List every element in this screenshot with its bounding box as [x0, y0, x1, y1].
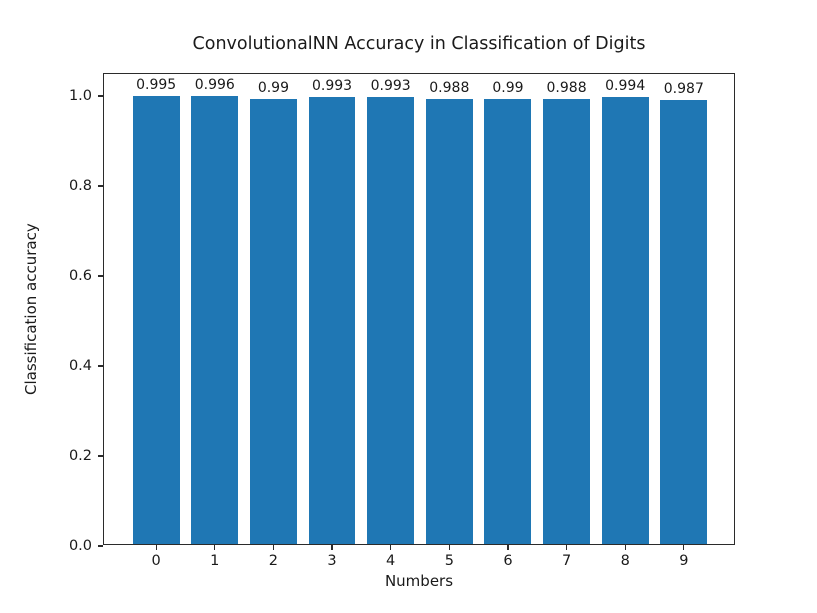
x-tick-label: 6 [503, 553, 513, 569]
y-tick-mark [98, 455, 103, 457]
y-axis-label: Classification accuracy [22, 223, 40, 395]
y-tick-mark [98, 185, 103, 187]
bar-value-label: 0.993 [312, 78, 353, 95]
bar [308, 97, 356, 544]
x-tick-mark [214, 545, 216, 550]
x-tick-label: 9 [679, 553, 689, 569]
bar-value-label: 0.987 [663, 80, 704, 97]
bar [660, 99, 708, 544]
y-tick-label: 0.8 [68, 178, 92, 195]
bar [543, 99, 590, 544]
x-tick-label: 8 [620, 553, 630, 569]
x-tick-label: 2 [268, 553, 279, 569]
bar-value-label: 0.988 [546, 80, 587, 97]
x-tick-label: 7 [561, 553, 572, 569]
x-tick-mark [331, 545, 333, 550]
bar [425, 99, 473, 544]
y-tick-mark [98, 275, 103, 277]
y-tick-label: 1.0 [68, 88, 92, 105]
x-tick-mark [565, 545, 568, 550]
x-tick-mark [683, 545, 685, 550]
x-tick-mark [624, 545, 626, 550]
bar-value-label: 0.99 [492, 79, 524, 96]
bar [191, 95, 239, 544]
x-tick-label: 0 [151, 553, 161, 569]
bar-value-label: 0.996 [194, 76, 235, 93]
bar-value-label: 0.988 [429, 80, 470, 97]
bar [367, 97, 415, 544]
y-tick-mark [98, 545, 103, 547]
x-tick-mark [272, 545, 275, 550]
x-tick-mark [155, 545, 157, 550]
bar [249, 98, 297, 544]
chart-title: ConvolutionalNN Accuracy in Classificati… [192, 34, 646, 54]
x-tick-label: 4 [386, 553, 396, 569]
y-tick-label: 0.4 [68, 358, 92, 375]
x-tick-label: 3 [327, 553, 337, 569]
x-tick-mark [448, 545, 450, 550]
bar-value-label: 0.995 [136, 77, 177, 94]
x-tick-label: 1 [210, 553, 220, 569]
bar [484, 98, 532, 544]
bar [132, 96, 180, 544]
bar-value-label: 0.993 [370, 78, 411, 95]
bar-value-label: 0.99 [257, 79, 289, 96]
y-tick-mark [98, 365, 103, 367]
x-tick-mark [507, 545, 509, 550]
y-tick-label: 0.0 [68, 538, 92, 554]
x-axis-label: Numbers [384, 572, 454, 590]
y-tick-label: 0.2 [68, 448, 92, 464]
x-tick-label: 5 [444, 553, 454, 569]
bar [601, 96, 649, 544]
y-tick-mark [98, 95, 103, 97]
bar-value-label: 0.994 [605, 77, 646, 94]
plot-area: 0.995 0 0.996 1 0.99 2 0.993 3 0.993 4 0.988 5 0.99 6… [69, 73, 735, 569]
y-tick-label: 0.6 [68, 268, 92, 285]
x-tick-mark [390, 545, 392, 550]
